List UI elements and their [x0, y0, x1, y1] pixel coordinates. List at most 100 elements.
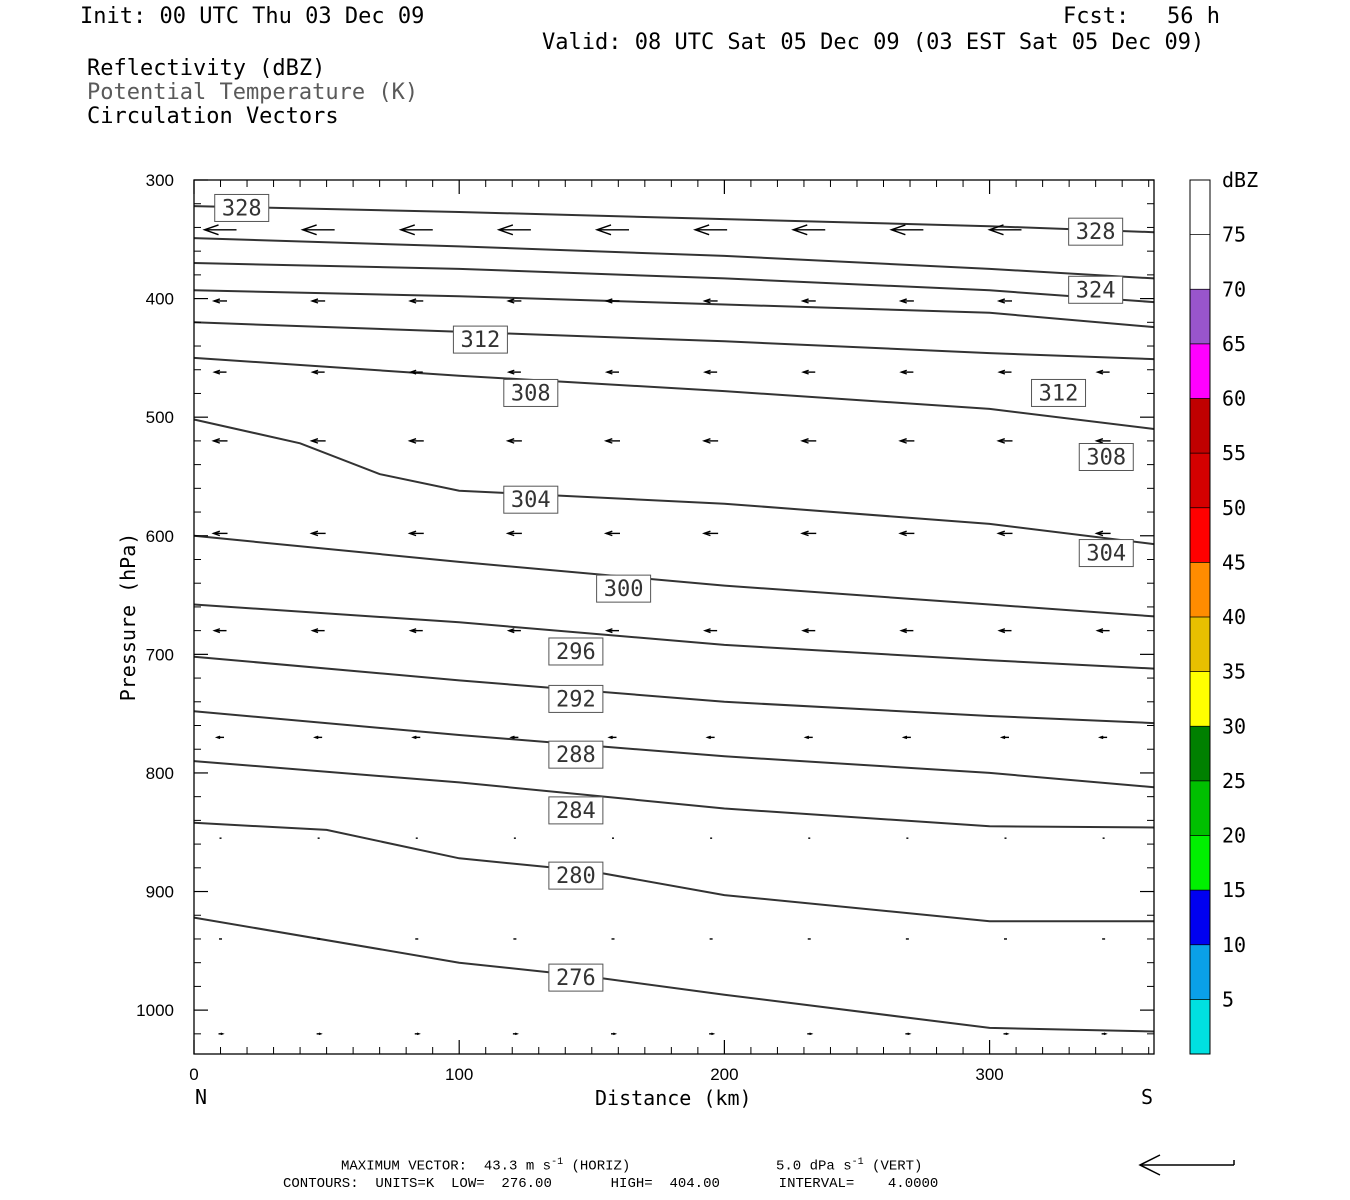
- x-tick-label: 200: [710, 1065, 738, 1084]
- vector-head: [310, 298, 319, 304]
- isentrope-label-308: 308: [1078, 442, 1134, 471]
- vector-arrow: [505, 438, 522, 444]
- vector-head: [800, 438, 809, 444]
- vector-head: [604, 298, 613, 304]
- isentrope-label-text: 312: [461, 328, 501, 353]
- isentrope-304: [193, 418, 1155, 546]
- vector-arrow: [414, 1032, 421, 1036]
- vector-head: [898, 530, 907, 537]
- vector-head: [416, 1032, 421, 1036]
- vector-arrow: [300, 224, 335, 236]
- vector-arrow: [898, 438, 915, 444]
- vector-arrow: [705, 735, 715, 740]
- colorbar-label: 10: [1222, 933, 1246, 957]
- vector-arrow: [901, 735, 911, 740]
- colorbar-title: dBZ: [1222, 168, 1258, 192]
- isentrope-label-box: [548, 861, 604, 890]
- vector-head: [514, 1032, 520, 1036]
- vector-arrow: [693, 224, 728, 236]
- y-tick-label: 600: [146, 527, 174, 546]
- vector-arrow: [309, 530, 326, 537]
- vector-arrow: [408, 298, 424, 304]
- isentrope-label-box: [548, 684, 604, 713]
- vector-head: [803, 735, 810, 740]
- y-tick-label: 500: [146, 408, 174, 427]
- isentrope-label-box: [548, 740, 604, 769]
- vector-head: [318, 1032, 323, 1036]
- field-reflectivity: Reflectivity (dBZ): [87, 56, 326, 81]
- vector-head: [309, 530, 319, 537]
- vector-head: [603, 438, 613, 444]
- vector-head: [705, 735, 712, 740]
- vector-head: [702, 298, 711, 304]
- x-tick-label: 100: [445, 1065, 473, 1084]
- vector-arrow: [607, 735, 617, 740]
- y-tick-label: 800: [146, 764, 174, 783]
- isentrope-label-text: 328: [222, 196, 262, 221]
- isentrope-320: [193, 262, 1155, 304]
- vector-head: [1095, 628, 1104, 634]
- vector-arrow: [509, 735, 519, 740]
- vector-head: [898, 298, 907, 304]
- isentrope-label-296: 296: [548, 637, 604, 666]
- vector-arrow: [987, 224, 1022, 236]
- colorbar-label: 20: [1222, 824, 1246, 848]
- footer-contours: CONTOURS: UNITS=K LOW= 276.00 HIGH= 404.…: [283, 1176, 939, 1192]
- vector-head: [411, 735, 417, 740]
- colorbar-label: 5: [1222, 987, 1234, 1011]
- vector-head: [800, 530, 809, 537]
- vector-head: [220, 1032, 225, 1036]
- colorbar-label: 40: [1222, 605, 1246, 629]
- isentrope-label-text: 308: [511, 381, 551, 406]
- isentrope-label-292: 292: [548, 684, 604, 713]
- colorbar-swatch: [1190, 726, 1210, 781]
- isentrope-label-box: [452, 325, 508, 354]
- vector-head: [309, 438, 319, 444]
- vector-head: [211, 530, 221, 537]
- vector-head: [997, 369, 1006, 375]
- vector-arrow: [496, 224, 531, 236]
- isentrope-280: [193, 821, 1154, 923]
- vector-arrow: [506, 628, 521, 634]
- isentrope-312: [193, 321, 1155, 361]
- vector-arrow: [800, 298, 816, 304]
- vector-head: [300, 224, 317, 236]
- vector-head: [801, 369, 809, 375]
- vector-head: [703, 369, 711, 375]
- forecast-hour: 56 h: [1167, 4, 1220, 29]
- isentrope-label-308: 308: [503, 378, 559, 407]
- vector-head: [889, 224, 906, 236]
- field-potential-temperature: Potential Temperature (K): [87, 80, 419, 105]
- isentrope-label-304: 304: [503, 485, 559, 514]
- footer-max-vert: 5.0 dPa s-1 (VERT): [776, 1157, 922, 1175]
- vector-arrow: [202, 224, 237, 236]
- colorbar-swatch: [1190, 507, 1210, 563]
- vector-head: [607, 735, 613, 740]
- isentrope-label-box: [596, 574, 652, 603]
- colorbar-swatch: [1190, 453, 1210, 508]
- forecast-label: Fcst:: [1063, 4, 1130, 29]
- vector-head: [310, 628, 319, 634]
- vector-arrow: [996, 530, 1013, 537]
- y-tick-label: 900: [146, 883, 174, 902]
- vector-arrow: [898, 530, 915, 537]
- vector-arrow: [800, 438, 817, 444]
- vector-arrow: [408, 628, 423, 634]
- isentrope-288: [193, 710, 1155, 789]
- vector-head: [999, 735, 1006, 740]
- isentrope-324: [193, 237, 1155, 280]
- horiz-tag: (HORIZ): [571, 1158, 631, 1175]
- vector-head: [211, 298, 221, 304]
- vector-arrow: [996, 438, 1013, 444]
- isentrope-300: [193, 534, 1155, 618]
- y-tick-label: 1000: [136, 1001, 174, 1020]
- valid-time: Valid: 08 UTC Sat 05 Dec 09 (03 EST Sat …: [542, 30, 1205, 55]
- vector-head: [408, 369, 417, 375]
- vector-head: [711, 1032, 716, 1036]
- vector-head: [703, 628, 711, 634]
- vector-head: [899, 369, 908, 375]
- vector-arrow: [1095, 628, 1110, 634]
- vector-arrow: [1003, 1032, 1010, 1036]
- isentrope-label-box: [214, 193, 270, 222]
